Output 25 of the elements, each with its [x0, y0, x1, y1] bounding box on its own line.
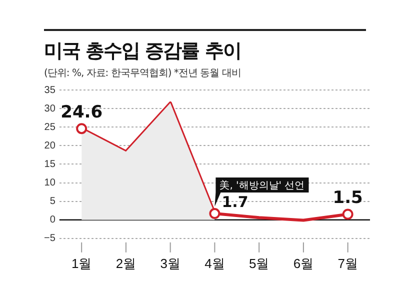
x-tick-label: 1월 [71, 256, 92, 271]
x-tick-label: 5월 [248, 256, 270, 271]
chart-subtitle: (단위: %, 자료: 한국무역협회) *전년 동월 대비 [44, 67, 242, 80]
y-tick-label: 25 [44, 122, 56, 133]
x-tick-label: 2월 [116, 256, 136, 271]
data-label: 1.7 [222, 192, 248, 211]
point [76, 123, 88, 134]
y-tick-label: 35 [44, 84, 56, 96]
y-tick-label: −5 [44, 233, 56, 244]
y-tick-label: 15 [44, 158, 56, 170]
annotation: 美, '해방의날' 선언 [220, 180, 305, 192]
x-tick-label: 6월 [293, 256, 314, 271]
x-tick-label: 4월 [204, 256, 225, 271]
y-tick-label: 10 [44, 178, 56, 188]
y-tick-label: 0 [50, 214, 56, 226]
data-label: 1.5 [332, 188, 363, 208]
data-label: 24.6 [60, 102, 103, 123]
y-tick-label: 20 [44, 140, 56, 152]
x-tick-label: 7월 [338, 256, 358, 271]
chart-title: 미국 총수입 증감률 추이 [44, 39, 242, 64]
y-tick-label: 30 [44, 103, 56, 114]
y-tick-label: 5 [50, 196, 56, 208]
point [342, 208, 354, 220]
point [209, 208, 220, 220]
x-tick-label: 3월 [160, 256, 180, 271]
